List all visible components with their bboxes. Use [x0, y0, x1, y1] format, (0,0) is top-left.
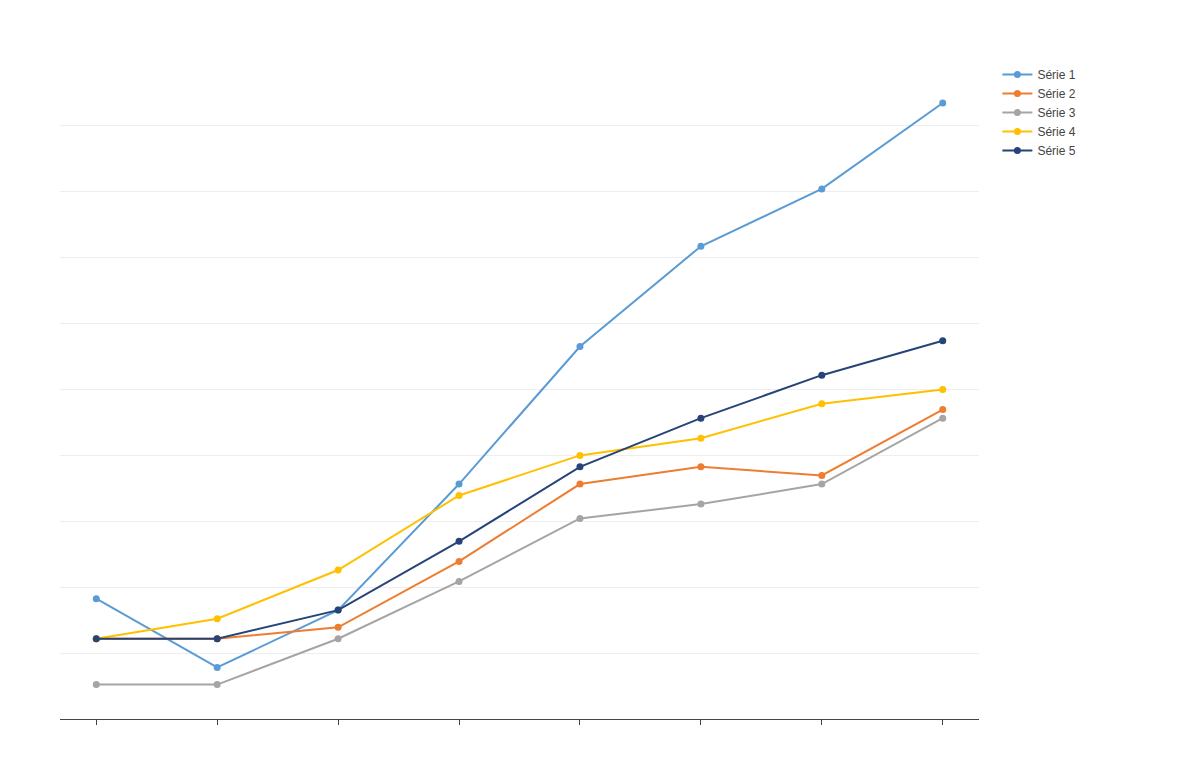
- svg-text:Série 5: Série 5: [1037, 144, 1075, 158]
- svg-text:Série 2: Série 2: [1037, 87, 1075, 101]
- svg-text:Série 4: Série 4: [1037, 125, 1075, 139]
- svg-text:Série 3: Série 3: [1037, 106, 1075, 120]
- svg-text:Série 1: Série 1: [1037, 68, 1075, 82]
